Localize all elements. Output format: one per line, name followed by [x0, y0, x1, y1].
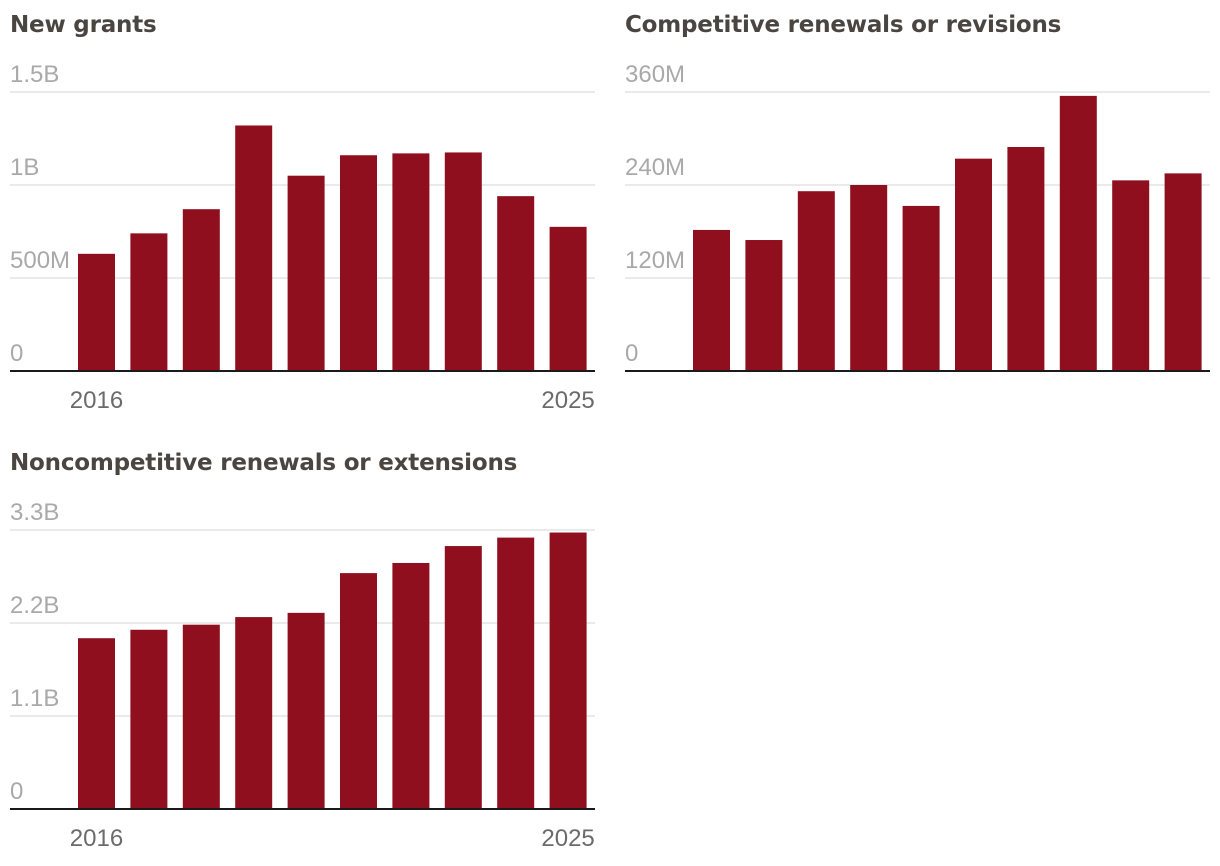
y-tick-label: 1B [10, 154, 39, 181]
bar-chart-new-grants: 0 500M 1B 1.5B 2016 2025 [10, 61, 595, 414]
y-tick-label: 1.1B [10, 685, 59, 712]
bar-2022 [1007, 147, 1045, 371]
chart-panel-new-grants: New grants 0 500M 1B 1.5B 2016 2025 [10, 12, 600, 414]
chart-title: Competitive renewals or revisions [625, 12, 1062, 38]
bar-2017 [745, 240, 783, 371]
x-tick-label: 2016 [70, 387, 123, 414]
y-tick-label: 240M [625, 154, 685, 181]
x-tick-label: 2025 [541, 387, 594, 414]
chart-title: Noncompetitive renewals or extensions [10, 450, 518, 476]
bar-chart-noncompetitive-renewals: 0 1.1B 2.2B 3.3B 2016 2025 [10, 499, 595, 852]
chart-panel-competitive-renewals: Competitive renewals or revisions 0 120M 2… [625, 12, 1215, 412]
bar-2023 [1059, 95, 1097, 371]
bar-2025 [549, 532, 587, 809]
bar-2016 [693, 229, 730, 371]
x-tick-label: 2025 [541, 825, 594, 852]
y-tick-label: 360M [625, 61, 685, 88]
bar-2020 [287, 175, 325, 371]
bar-2018 [182, 624, 220, 809]
bar-2025 [549, 226, 587, 371]
bar-2024 [497, 196, 535, 371]
bar-2020 [902, 205, 940, 371]
bar-2019 [235, 617, 273, 809]
bar-2025 [1164, 173, 1202, 371]
bar-2021 [340, 155, 377, 371]
bar-2024 [497, 537, 535, 809]
bar-2016 [78, 253, 115, 371]
bar-2019 [235, 125, 273, 371]
bar-2018 [182, 209, 220, 371]
bar-2016 [78, 638, 115, 809]
bar-2017 [130, 233, 168, 371]
bar-2017 [130, 629, 168, 809]
y-tick-label: 500M [10, 247, 70, 274]
y-tick-label: 120M [625, 247, 685, 274]
chart-title: New grants [10, 12, 157, 38]
bar-2022 [392, 562, 430, 809]
bar-2023 [444, 152, 482, 371]
bar-2024 [1112, 180, 1150, 371]
chart-panel-noncompetitive-renewals: Noncompetitive renewals or extensions 0 1… [10, 450, 600, 860]
bar-chart-competitive-renewals: 0 120M 240M 360M [625, 61, 1210, 372]
y-tick-label: 1.5B [10, 61, 59, 88]
bar-2021 [955, 158, 992, 371]
bar-2020 [287, 612, 325, 809]
y-tick-label: 2.2B [10, 592, 59, 619]
bar-2019 [850, 185, 888, 371]
bar-2018 [797, 191, 835, 371]
y-tick-label: 3.3B [10, 499, 59, 526]
bar-2021 [340, 573, 377, 809]
x-tick-label: 2016 [70, 825, 123, 852]
y-tick-label: 0 [10, 778, 23, 805]
bar-2023 [444, 546, 482, 809]
y-tick-label: 0 [10, 340, 23, 367]
bar-2022 [392, 153, 430, 371]
y-tick-label: 0 [625, 340, 638, 367]
